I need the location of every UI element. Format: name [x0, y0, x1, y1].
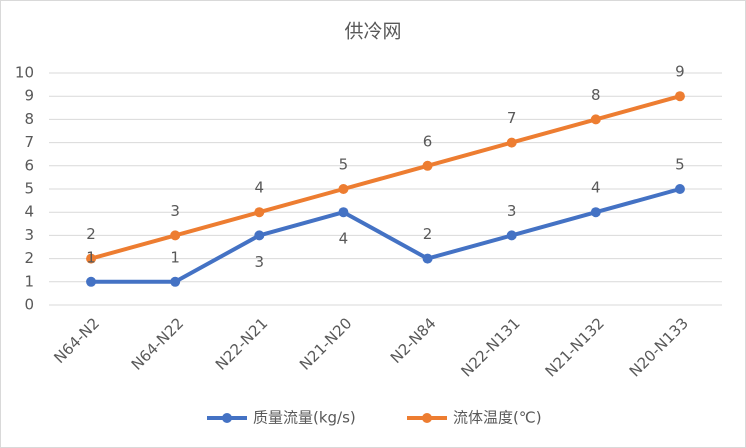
legend-label: 流体温度(℃): [453, 409, 542, 427]
data-label: 7: [507, 109, 517, 127]
y-tick-label: 9: [24, 87, 34, 105]
data-label: 6: [423, 132, 433, 150]
data-point: [422, 253, 433, 264]
y-tick-label: 2: [24, 249, 34, 267]
data-point: [86, 276, 97, 287]
data-label: 4: [591, 179, 601, 197]
legend-label: 质量流量(kg/s): [253, 409, 356, 427]
data-point: [86, 253, 97, 264]
y-tick-label: 5: [24, 180, 34, 198]
data-label: 3: [507, 202, 517, 220]
data-label: 1: [86, 248, 96, 266]
y-tick-label: 0: [24, 296, 34, 314]
data-label: 3: [170, 202, 180, 220]
data-label: 2: [86, 225, 96, 243]
y-tick-label: 6: [24, 156, 34, 174]
data-point: [170, 230, 181, 241]
data-point: [590, 207, 601, 218]
data-label: 5: [339, 156, 349, 174]
data-point: [590, 114, 601, 125]
legend-marker: [422, 413, 432, 423]
data-label: 4: [339, 230, 349, 248]
data-label: 5: [675, 156, 685, 174]
data-point: [506, 230, 517, 241]
data-point: [254, 207, 265, 218]
y-tick-label: 4: [24, 203, 34, 221]
data-point: [674, 184, 685, 194]
data-point: [254, 230, 265, 241]
series-line: [91, 187, 681, 284]
data-point: [422, 160, 433, 171]
y-tick-label: 3: [24, 226, 34, 244]
data-label: 2: [423, 225, 433, 243]
data-label: 8: [591, 86, 601, 104]
data-point: [506, 137, 517, 148]
data-label: 4: [255, 179, 265, 197]
data-point: [338, 207, 349, 218]
y-tick-label: 1: [24, 272, 34, 290]
data-point: [674, 91, 685, 102]
data-label: 9: [675, 63, 685, 81]
chart-title: 供冷网: [344, 21, 401, 43]
data-point: [338, 184, 349, 194]
legend-marker: [222, 413, 232, 423]
data-label: 1: [170, 248, 180, 266]
y-tick-label: 8: [24, 110, 34, 128]
data-label: 3: [255, 253, 265, 271]
y-tick-label: 10: [15, 64, 34, 82]
y-tick-label: 7: [24, 133, 34, 151]
series-line: [90, 94, 681, 261]
data-point: [170, 276, 181, 287]
